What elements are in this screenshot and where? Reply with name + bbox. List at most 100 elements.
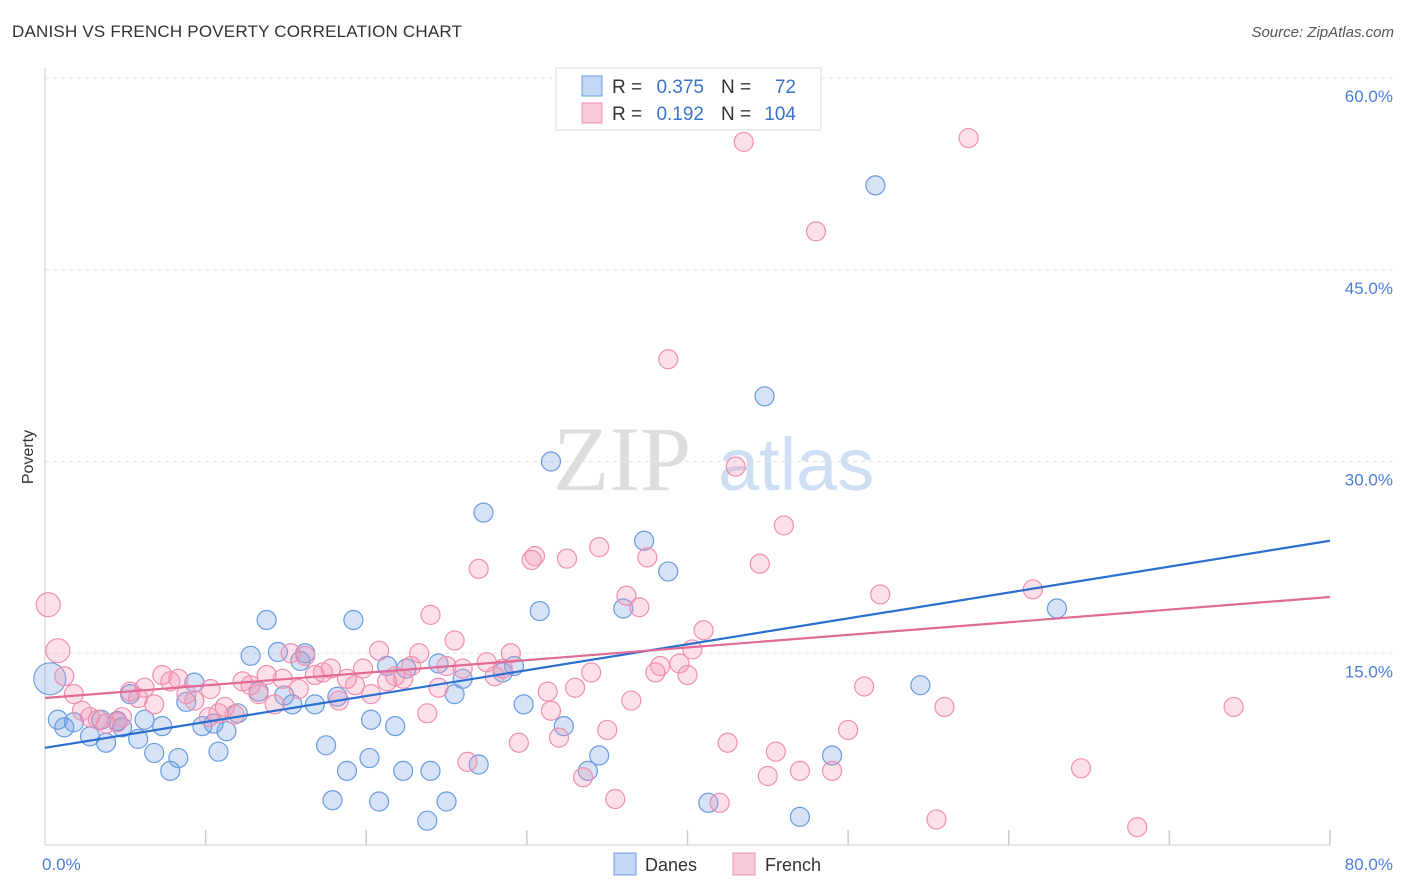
legend-danes-n-value: 72 <box>775 77 796 98</box>
french-point <box>152 664 173 686</box>
danes-point <box>553 716 574 737</box>
y-tick-label: 15.0% <box>1345 662 1393 681</box>
danes-point <box>315 735 337 756</box>
x-tick-label-max: 80.0% <box>1345 855 1393 874</box>
danes-point <box>821 745 843 766</box>
danes-point <box>256 609 277 631</box>
bottom-legend-swatch-danes <box>613 852 637 876</box>
danes-point <box>910 675 931 696</box>
french-point <box>540 700 562 721</box>
french-point <box>658 349 679 370</box>
french-point <box>176 684 197 705</box>
danes-point <box>160 760 181 781</box>
series-legend: Danes French <box>613 852 821 876</box>
danes-point <box>865 175 886 196</box>
danes-point <box>343 609 364 631</box>
french-point <box>677 664 698 686</box>
french-point <box>457 751 478 773</box>
french-point <box>54 666 75 687</box>
y-tick-label: 45.0% <box>1345 279 1393 298</box>
legend-french-r-label: R = <box>612 104 642 125</box>
danes-point <box>208 741 229 762</box>
french-point <box>45 638 71 664</box>
french-point <box>224 704 245 725</box>
french-point <box>111 707 133 728</box>
french-point <box>548 727 570 748</box>
danes-point <box>369 791 390 812</box>
french-point <box>417 703 438 724</box>
y-tick-label: 60.0% <box>1345 87 1393 106</box>
danes-point <box>529 600 550 622</box>
french-point <box>805 221 827 242</box>
bottom-legend-french: French <box>765 855 821 875</box>
french-point <box>725 456 746 477</box>
legend-swatch-french <box>581 102 603 124</box>
danes-point <box>216 721 237 742</box>
bottom-legend-swatch-french <box>732 852 756 876</box>
french-point <box>926 809 947 830</box>
danes-point <box>613 598 634 619</box>
danes-point <box>385 716 406 737</box>
french-point <box>71 700 93 721</box>
french-point <box>320 658 342 679</box>
french-point <box>773 515 794 536</box>
danes-point <box>420 760 441 781</box>
x-tick-label-min: 0.0% <box>42 855 81 874</box>
danes-point <box>393 760 414 781</box>
french-point <box>870 584 891 605</box>
french-point <box>733 131 754 153</box>
french-point <box>521 549 542 571</box>
legend-danes-n-label: N = <box>721 77 751 98</box>
french-point <box>537 681 558 702</box>
french-point <box>428 677 449 698</box>
french-point <box>508 732 529 753</box>
danes-point <box>540 451 562 472</box>
french-point <box>564 677 586 698</box>
correlation-legend: R = 0.375 N = 72 R = 0.192 N = 104 <box>555 67 822 131</box>
french-point <box>589 537 610 558</box>
danes-point <box>240 645 261 666</box>
french-point <box>556 548 578 569</box>
french-points <box>35 127 1244 838</box>
french-point <box>581 662 602 683</box>
danes-point <box>754 386 775 407</box>
danes-point <box>436 791 457 812</box>
legend-swatch-danes <box>581 75 603 97</box>
french-point <box>616 585 637 606</box>
french-point <box>160 671 181 692</box>
danes-point <box>134 709 155 730</box>
french-point <box>572 767 594 788</box>
danes-point <box>634 530 655 551</box>
french-point <box>288 678 309 700</box>
french-point <box>420 604 441 626</box>
french-point <box>444 630 465 651</box>
danes-point <box>473 502 494 523</box>
danes-point <box>63 712 85 733</box>
french-point <box>749 553 770 574</box>
danes-points <box>33 175 1068 831</box>
danes-point <box>1046 598 1068 619</box>
french-point <box>821 760 843 781</box>
french-point <box>717 732 738 753</box>
french-point <box>1070 758 1092 779</box>
french-point <box>934 696 955 718</box>
french-point <box>693 620 714 641</box>
danes-point <box>417 810 438 831</box>
danes-point <box>176 691 197 712</box>
french-point <box>1127 817 1148 838</box>
y-tick-labels: 15.0% 30.0% 45.0% 60.0% <box>1345 87 1393 681</box>
french-point <box>605 788 626 810</box>
legend-french-n-label: N = <box>721 104 751 125</box>
bottom-legend-danes: Danes <box>645 855 697 875</box>
source-credit: Source: ZipAtlas.com <box>1251 24 1394 41</box>
french-trend-line <box>44 595 1331 700</box>
danes-point <box>168 747 189 769</box>
french-point <box>295 645 316 666</box>
french-point <box>144 694 165 715</box>
danes-point <box>513 694 534 715</box>
french-point <box>709 792 730 813</box>
y-axis-label: Poverty <box>20 430 37 484</box>
french-point <box>789 760 811 781</box>
danes-point <box>360 709 382 730</box>
legend-french-r-value: 0.192 <box>656 104 704 125</box>
